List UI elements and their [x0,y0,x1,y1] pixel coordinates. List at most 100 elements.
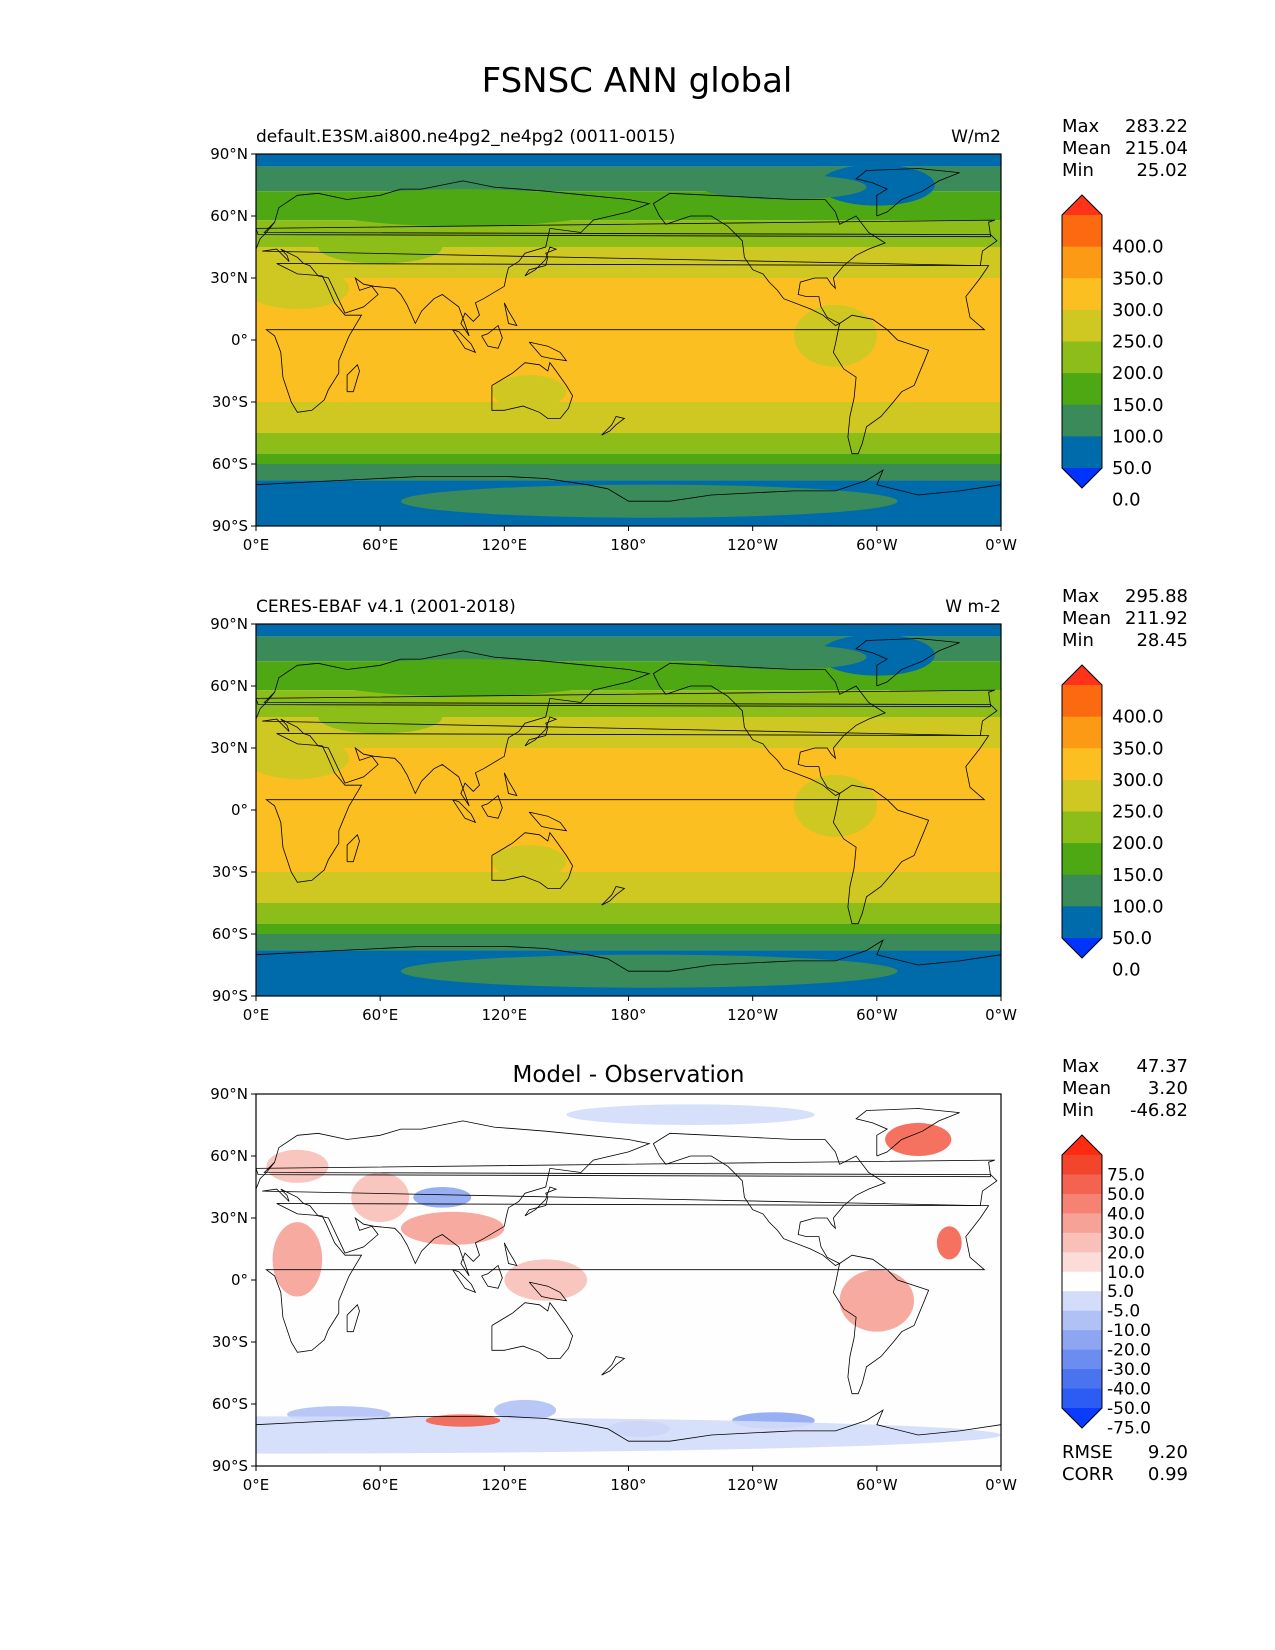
lat-tick-label: 30°S [212,1333,248,1351]
coastline-antarctica [256,469,1001,502]
lon-tick-label: 60°W [856,1006,898,1024]
stat-value-mean: 3.20 [1148,1078,1188,1099]
colorbar-tick-label: -40.0 [1107,1380,1151,1400]
stat-value-rmse: 9.20 [1148,1442,1188,1463]
lon-tick-label: 180° [610,536,646,554]
coastline-borneo [481,1264,503,1289]
stat-value-mean: 215.04 [1125,138,1188,159]
contour-region [266,1149,329,1183]
coastline-eurasia [262,650,998,807]
coastline-europe-west [256,691,275,734]
coastline-madagascar [346,364,360,393]
stat-label-max: Max [1062,116,1100,137]
lat-tick-label: 30°N [210,739,248,757]
colorbar-tick-label: 150.0 [1112,865,1164,886]
contour-region [493,1399,557,1421]
stat-value-min: 28.45 [1136,630,1188,651]
colorbar-extend-max [1062,1135,1102,1155]
colorbar-segment [1062,843,1102,876]
colorbar-segment [1062,1213,1102,1234]
colorbar-tick-label: -5.0 [1107,1302,1140,1322]
contour-region [491,375,567,409]
colorbar-segment [1062,874,1102,907]
colorbar-tick-label: 200.0 [1112,833,1164,854]
stat-label-mean: Mean [1062,608,1111,629]
coastline-australia [491,361,574,419]
stat-value-mean: 211.92 [1125,608,1188,629]
coastline-madagascar [346,1304,360,1333]
colorbar-tick-label: 150.0 [1112,395,1164,416]
lon-tick-label: 120°E [482,1476,528,1494]
colorbar-segment [1062,215,1102,248]
colorbar-tick-label: 300.0 [1112,300,1164,321]
contour-region [318,230,443,264]
contour-region [400,1211,505,1245]
figure-title: FSNSC ANN global [482,61,793,101]
lon-tick-label: 0°W [985,536,1017,554]
lon-tick-label: 0°W [985,1006,1017,1024]
colorbar-segment [1062,1291,1102,1312]
lat-tick-label: 90°S [212,987,248,1005]
lon-tick-label: 0°E [243,1006,270,1024]
colorbar-tick-label: 0.0 [1112,490,1141,511]
contour-region [425,1414,501,1427]
lon-tick-label: 0°E [243,1476,270,1494]
contour-band [256,433,1001,454]
colorbar-tick-label: 40.0 [1107,1204,1145,1224]
lat-tick-label: 0° [231,331,248,349]
colorbar-tick-label: -30.0 [1107,1360,1151,1380]
colorbar-segment [1062,1232,1102,1253]
stat-value-max: 47.37 [1136,1056,1188,1077]
stat-value-max: 283.22 [1125,116,1188,137]
lon-tick-label: 60°E [362,1006,398,1024]
panel-center-title: Model - Observation [512,1062,744,1088]
colorbar-segment [1062,1330,1102,1351]
colorbar-tick-label: 50.0 [1107,1185,1145,1205]
contour-band [256,453,1001,464]
colorbar-segment [1062,811,1102,844]
lat-tick-label: 60°S [212,1395,248,1413]
coastline-new-guinea [528,341,568,362]
contour-region [318,700,443,734]
contour-region [351,1172,410,1223]
contour-band [256,923,1001,934]
colorbar-segment [1062,716,1102,749]
stat-label-mean: Mean [1062,1078,1111,1099]
colorbar-tick-label: 50.0 [1112,458,1152,479]
contour-region [794,774,877,837]
lon-tick-label: 120°E [482,536,528,554]
lat-tick-label: 60°S [212,455,248,473]
coastline-philippines [503,302,518,327]
lon-tick-label: 120°W [727,536,778,554]
stat-value-corr: 0.99 [1148,1464,1188,1485]
contour-region [256,737,350,779]
lat-tick-label: 90°S [212,1457,248,1475]
colorbar-tick-label: 5.0 [1107,1282,1134,1302]
colorbar-tick-label: 75.0 [1107,1165,1145,1185]
coastlines [256,168,1001,502]
lat-tick-label: 60°S [212,925,248,943]
map-panel-3: 90°N 60°N 30°N 0° 30°S 60°S 90°S0°E 60°E 120°E 18… [210,1056,1188,1494]
lon-tick-label: 0°E [243,536,270,554]
lat-tick-label: 0° [231,1271,248,1289]
stat-label-mean: Mean [1062,138,1111,159]
coastline-antarctica [256,939,1001,972]
contour-band [256,624,1001,637]
coastline-new-zealand [601,886,626,906]
coastline-japan [524,1186,558,1217]
coastline-greenland [855,1108,960,1157]
coastline-australia [491,1301,574,1359]
panel-units: W m-2 [945,597,1001,617]
colorbar-segment [1062,1369,1102,1390]
colorbar-tick-label: 20.0 [1107,1243,1145,1263]
colorbar-extend-max [1062,195,1102,215]
contour-field [256,154,1001,526]
colorbar-segment [1062,1349,1102,1370]
colorbar-tick-label: -50.0 [1107,1399,1151,1419]
colorbar-segment [1062,1310,1102,1331]
coastline-africa [265,733,990,883]
contour-region [491,845,567,879]
coastline-japan [524,716,558,747]
coastline-europe-west [256,1161,275,1204]
